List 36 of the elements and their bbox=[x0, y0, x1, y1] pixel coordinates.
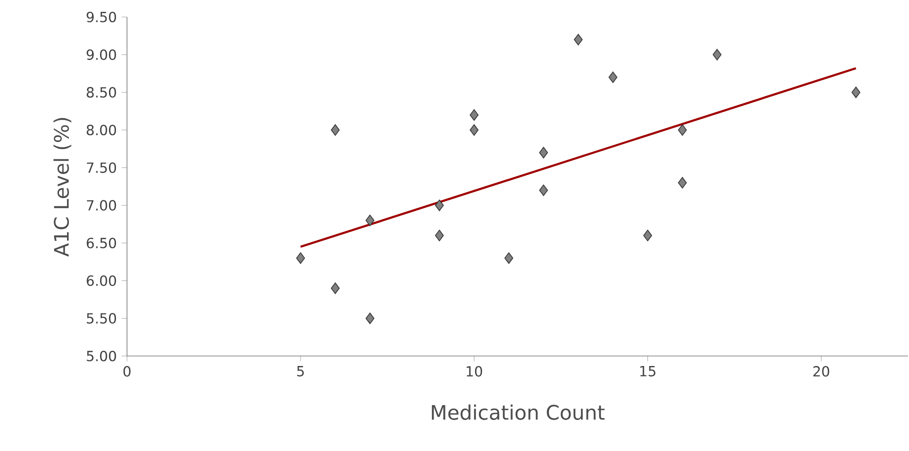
y-tick-label: 5.00 bbox=[86, 350, 116, 362]
y-tick-label: 5.50 bbox=[86, 313, 116, 324]
point bbox=[470, 124, 479, 136]
x-tick-label: 20 bbox=[813, 366, 830, 377]
point bbox=[330, 124, 340, 136]
x-tick-label: 5 bbox=[297, 366, 304, 376]
x-tick-label: 0 bbox=[123, 366, 131, 377]
point bbox=[366, 312, 374, 324]
y-tick-label: 6.00 bbox=[86, 275, 116, 286]
y-tick-label: 8.00 bbox=[86, 124, 116, 136]
point bbox=[608, 72, 618, 84]
x-tick-label: 10 bbox=[466, 366, 482, 377]
y-tick-label: 9.00 bbox=[86, 49, 116, 60]
point bbox=[643, 230, 652, 242]
point bbox=[678, 124, 687, 136]
point bbox=[678, 177, 687, 188]
point bbox=[539, 146, 548, 158]
x-tick-label: 15 bbox=[640, 366, 656, 376]
point bbox=[435, 230, 444, 242]
point bbox=[504, 252, 514, 264]
y-tick-label: 8.50 bbox=[86, 87, 116, 98]
y-axis-title: A1C Level (%) bbox=[53, 118, 72, 257]
point bbox=[366, 214, 374, 226]
y-tick-label: 9.50 bbox=[86, 12, 116, 22]
point bbox=[470, 109, 479, 121]
point bbox=[852, 86, 860, 98]
point bbox=[330, 282, 340, 294]
y-tick-label: 6.50 bbox=[86, 238, 116, 248]
point bbox=[296, 252, 305, 264]
x-axis-title: Medication Count bbox=[432, 404, 605, 420]
y-tick-label: 7.00 bbox=[86, 200, 116, 211]
point bbox=[712, 48, 722, 60]
point bbox=[574, 34, 583, 46]
point bbox=[435, 200, 444, 212]
y-tick-label: 7.50 bbox=[86, 162, 116, 173]
point bbox=[539, 184, 548, 196]
